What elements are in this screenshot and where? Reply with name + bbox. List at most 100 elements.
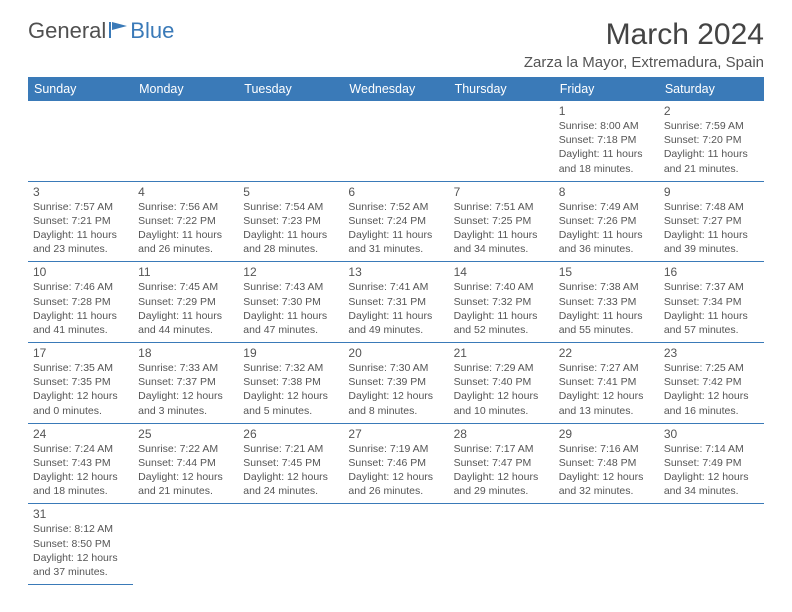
calendar-week: 24Sunrise: 7:24 AMSunset: 7:43 PMDayligh… bbox=[28, 423, 764, 504]
calendar-day: 29Sunrise: 7:16 AMSunset: 7:48 PMDayligh… bbox=[554, 423, 659, 504]
sunrise-text: Sunrise: 7:37 AM bbox=[664, 280, 759, 294]
day-number: 29 bbox=[559, 427, 654, 441]
sunset-text: Sunset: 7:32 PM bbox=[454, 295, 549, 309]
daylight-text: Daylight: 11 hours and 55 minutes. bbox=[559, 309, 654, 337]
calendar-day: 30Sunrise: 7:14 AMSunset: 7:49 PMDayligh… bbox=[659, 423, 764, 504]
daylight-text: Daylight: 11 hours and 57 minutes. bbox=[664, 309, 759, 337]
sunset-text: Sunset: 7:34 PM bbox=[664, 295, 759, 309]
sunset-text: Sunset: 7:23 PM bbox=[243, 214, 338, 228]
sunset-text: Sunset: 7:41 PM bbox=[559, 375, 654, 389]
daylight-text: Daylight: 12 hours and 26 minutes. bbox=[348, 470, 443, 498]
daylight-text: Daylight: 11 hours and 26 minutes. bbox=[138, 228, 233, 256]
daylight-text: Daylight: 11 hours and 23 minutes. bbox=[33, 228, 128, 256]
sunrise-text: Sunrise: 8:12 AM bbox=[33, 522, 128, 536]
sunrise-text: Sunrise: 7:52 AM bbox=[348, 200, 443, 214]
day-number: 17 bbox=[33, 346, 128, 360]
calendar-day: 31Sunrise: 8:12 AMSunset: 8:50 PMDayligh… bbox=[28, 504, 133, 585]
sunset-text: Sunset: 7:46 PM bbox=[348, 456, 443, 470]
daylight-text: Daylight: 11 hours and 21 minutes. bbox=[664, 147, 759, 175]
calendar-day-empty bbox=[343, 504, 448, 585]
sunset-text: Sunset: 8:50 PM bbox=[33, 537, 128, 551]
day-number: 12 bbox=[243, 265, 338, 279]
sunrise-text: Sunrise: 7:19 AM bbox=[348, 442, 443, 456]
calendar-day: 15Sunrise: 7:38 AMSunset: 7:33 PMDayligh… bbox=[554, 262, 659, 343]
daylight-text: Daylight: 12 hours and 0 minutes. bbox=[33, 389, 128, 417]
calendar-day: 9Sunrise: 7:48 AMSunset: 7:27 PMDaylight… bbox=[659, 181, 764, 262]
daylight-text: Daylight: 11 hours and 47 minutes. bbox=[243, 309, 338, 337]
day-number: 2 bbox=[664, 104, 759, 118]
sunset-text: Sunset: 7:35 PM bbox=[33, 375, 128, 389]
day-number: 5 bbox=[243, 185, 338, 199]
day-number: 8 bbox=[559, 185, 654, 199]
day-number: 28 bbox=[454, 427, 549, 441]
day-number: 18 bbox=[138, 346, 233, 360]
calendar-day: 17Sunrise: 7:35 AMSunset: 7:35 PMDayligh… bbox=[28, 343, 133, 424]
sunrise-text: Sunrise: 7:25 AM bbox=[664, 361, 759, 375]
day-number: 14 bbox=[454, 265, 549, 279]
calendar-day: 11Sunrise: 7:45 AMSunset: 7:29 PMDayligh… bbox=[133, 262, 238, 343]
calendar-day: 13Sunrise: 7:41 AMSunset: 7:31 PMDayligh… bbox=[343, 262, 448, 343]
daylight-text: Daylight: 12 hours and 29 minutes. bbox=[454, 470, 549, 498]
calendar-day-empty bbox=[133, 101, 238, 181]
day-number: 25 bbox=[138, 427, 233, 441]
daylight-text: Daylight: 11 hours and 18 minutes. bbox=[559, 147, 654, 175]
day-header: Sunday bbox=[28, 77, 133, 101]
daylight-text: Daylight: 12 hours and 34 minutes. bbox=[664, 470, 759, 498]
sunset-text: Sunset: 7:27 PM bbox=[664, 214, 759, 228]
logo-text-2: Blue bbox=[130, 18, 174, 44]
sunrise-text: Sunrise: 7:22 AM bbox=[138, 442, 233, 456]
day-header: Wednesday bbox=[343, 77, 448, 101]
calendar-week: 17Sunrise: 7:35 AMSunset: 7:35 PMDayligh… bbox=[28, 343, 764, 424]
sunset-text: Sunset: 7:42 PM bbox=[664, 375, 759, 389]
sunrise-text: Sunrise: 7:33 AM bbox=[138, 361, 233, 375]
sunrise-text: Sunrise: 7:24 AM bbox=[33, 442, 128, 456]
calendar-week: 31Sunrise: 8:12 AMSunset: 8:50 PMDayligh… bbox=[28, 504, 764, 585]
sunrise-text: Sunrise: 7:45 AM bbox=[138, 280, 233, 294]
sunset-text: Sunset: 7:47 PM bbox=[454, 456, 549, 470]
sunset-text: Sunset: 7:28 PM bbox=[33, 295, 128, 309]
sunset-text: Sunset: 7:49 PM bbox=[664, 456, 759, 470]
day-number: 1 bbox=[559, 104, 654, 118]
sunrise-text: Sunrise: 7:51 AM bbox=[454, 200, 549, 214]
sunrise-text: Sunrise: 7:21 AM bbox=[243, 442, 338, 456]
calendar-day-empty bbox=[449, 504, 554, 585]
sunrise-text: Sunrise: 7:57 AM bbox=[33, 200, 128, 214]
calendar-day-empty bbox=[133, 504, 238, 585]
sunset-text: Sunset: 7:40 PM bbox=[454, 375, 549, 389]
calendar-day: 28Sunrise: 7:17 AMSunset: 7:47 PMDayligh… bbox=[449, 423, 554, 504]
calendar-day: 20Sunrise: 7:30 AMSunset: 7:39 PMDayligh… bbox=[343, 343, 448, 424]
sunrise-text: Sunrise: 7:40 AM bbox=[454, 280, 549, 294]
calendar-day-empty bbox=[659, 504, 764, 585]
sunset-text: Sunset: 7:31 PM bbox=[348, 295, 443, 309]
calendar-day: 24Sunrise: 7:24 AMSunset: 7:43 PMDayligh… bbox=[28, 423, 133, 504]
day-header: Tuesday bbox=[238, 77, 343, 101]
day-number: 27 bbox=[348, 427, 443, 441]
calendar-day: 4Sunrise: 7:56 AMSunset: 7:22 PMDaylight… bbox=[133, 181, 238, 262]
sunrise-text: Sunrise: 7:14 AM bbox=[664, 442, 759, 456]
sunset-text: Sunset: 7:37 PM bbox=[138, 375, 233, 389]
day-number: 26 bbox=[243, 427, 338, 441]
month-title: March 2024 bbox=[524, 18, 764, 52]
calendar-day-empty bbox=[28, 101, 133, 181]
calendar-day: 18Sunrise: 7:33 AMSunset: 7:37 PMDayligh… bbox=[133, 343, 238, 424]
daylight-text: Daylight: 11 hours and 34 minutes. bbox=[454, 228, 549, 256]
day-number: 22 bbox=[559, 346, 654, 360]
daylight-text: Daylight: 12 hours and 21 minutes. bbox=[138, 470, 233, 498]
sunset-text: Sunset: 7:48 PM bbox=[559, 456, 654, 470]
daylight-text: Daylight: 12 hours and 13 minutes. bbox=[559, 389, 654, 417]
sunrise-text: Sunrise: 7:43 AM bbox=[243, 280, 338, 294]
sunrise-text: Sunrise: 7:59 AM bbox=[664, 119, 759, 133]
day-number: 21 bbox=[454, 346, 549, 360]
calendar-day-empty bbox=[449, 101, 554, 181]
sunset-text: Sunset: 7:30 PM bbox=[243, 295, 338, 309]
calendar-day: 23Sunrise: 7:25 AMSunset: 7:42 PMDayligh… bbox=[659, 343, 764, 424]
sunrise-text: Sunrise: 7:17 AM bbox=[454, 442, 549, 456]
calendar-day: 7Sunrise: 7:51 AMSunset: 7:25 PMDaylight… bbox=[449, 181, 554, 262]
calendar-day: 6Sunrise: 7:52 AMSunset: 7:24 PMDaylight… bbox=[343, 181, 448, 262]
sunrise-text: Sunrise: 7:54 AM bbox=[243, 200, 338, 214]
daylight-text: Daylight: 11 hours and 41 minutes. bbox=[33, 309, 128, 337]
sunrise-text: Sunrise: 7:16 AM bbox=[559, 442, 654, 456]
day-header: Saturday bbox=[659, 77, 764, 101]
sunset-text: Sunset: 7:25 PM bbox=[454, 214, 549, 228]
sunset-text: Sunset: 7:18 PM bbox=[559, 133, 654, 147]
